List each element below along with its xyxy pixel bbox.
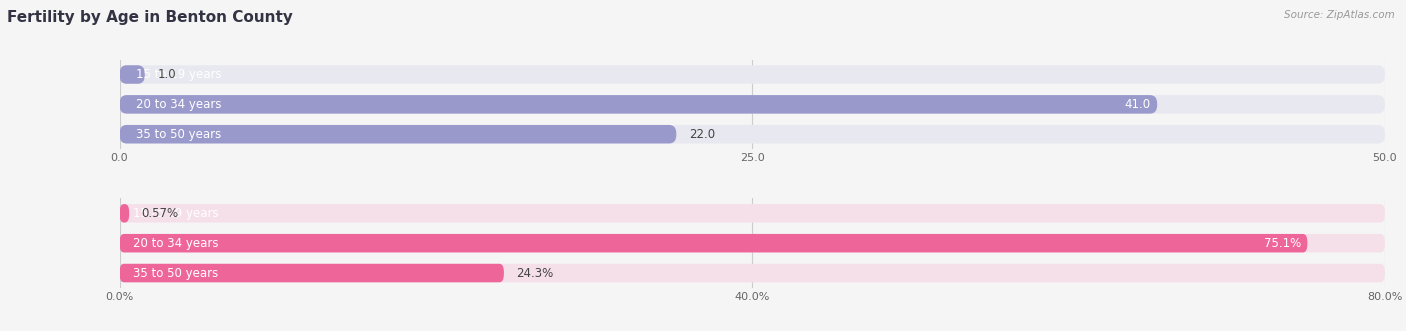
Text: 35 to 50 years: 35 to 50 years xyxy=(134,266,218,280)
FancyBboxPatch shape xyxy=(120,95,1385,114)
FancyBboxPatch shape xyxy=(120,234,1308,253)
FancyBboxPatch shape xyxy=(120,65,1385,84)
Text: 75.1%: 75.1% xyxy=(1264,237,1301,250)
FancyBboxPatch shape xyxy=(120,125,1385,143)
Text: 41.0: 41.0 xyxy=(1125,98,1152,111)
Text: 22.0: 22.0 xyxy=(689,128,716,141)
Text: 20 to 34 years: 20 to 34 years xyxy=(134,237,218,250)
Text: 0.57%: 0.57% xyxy=(141,207,179,220)
Text: 1.0: 1.0 xyxy=(157,68,176,81)
Text: 35 to 50 years: 35 to 50 years xyxy=(136,128,221,141)
Text: Fertility by Age in Benton County: Fertility by Age in Benton County xyxy=(7,10,292,25)
Text: 15 to 19 years: 15 to 19 years xyxy=(136,68,222,81)
FancyBboxPatch shape xyxy=(120,264,1385,282)
FancyBboxPatch shape xyxy=(120,65,145,84)
Text: 24.3%: 24.3% xyxy=(516,266,554,280)
FancyBboxPatch shape xyxy=(120,95,1157,114)
FancyBboxPatch shape xyxy=(120,234,1385,253)
Text: 20 to 34 years: 20 to 34 years xyxy=(136,98,222,111)
Text: Source: ZipAtlas.com: Source: ZipAtlas.com xyxy=(1284,10,1395,20)
FancyBboxPatch shape xyxy=(120,264,503,282)
FancyBboxPatch shape xyxy=(120,204,129,222)
FancyBboxPatch shape xyxy=(120,125,676,143)
FancyBboxPatch shape xyxy=(120,204,1385,222)
Text: 15 to 19 years: 15 to 19 years xyxy=(134,207,219,220)
